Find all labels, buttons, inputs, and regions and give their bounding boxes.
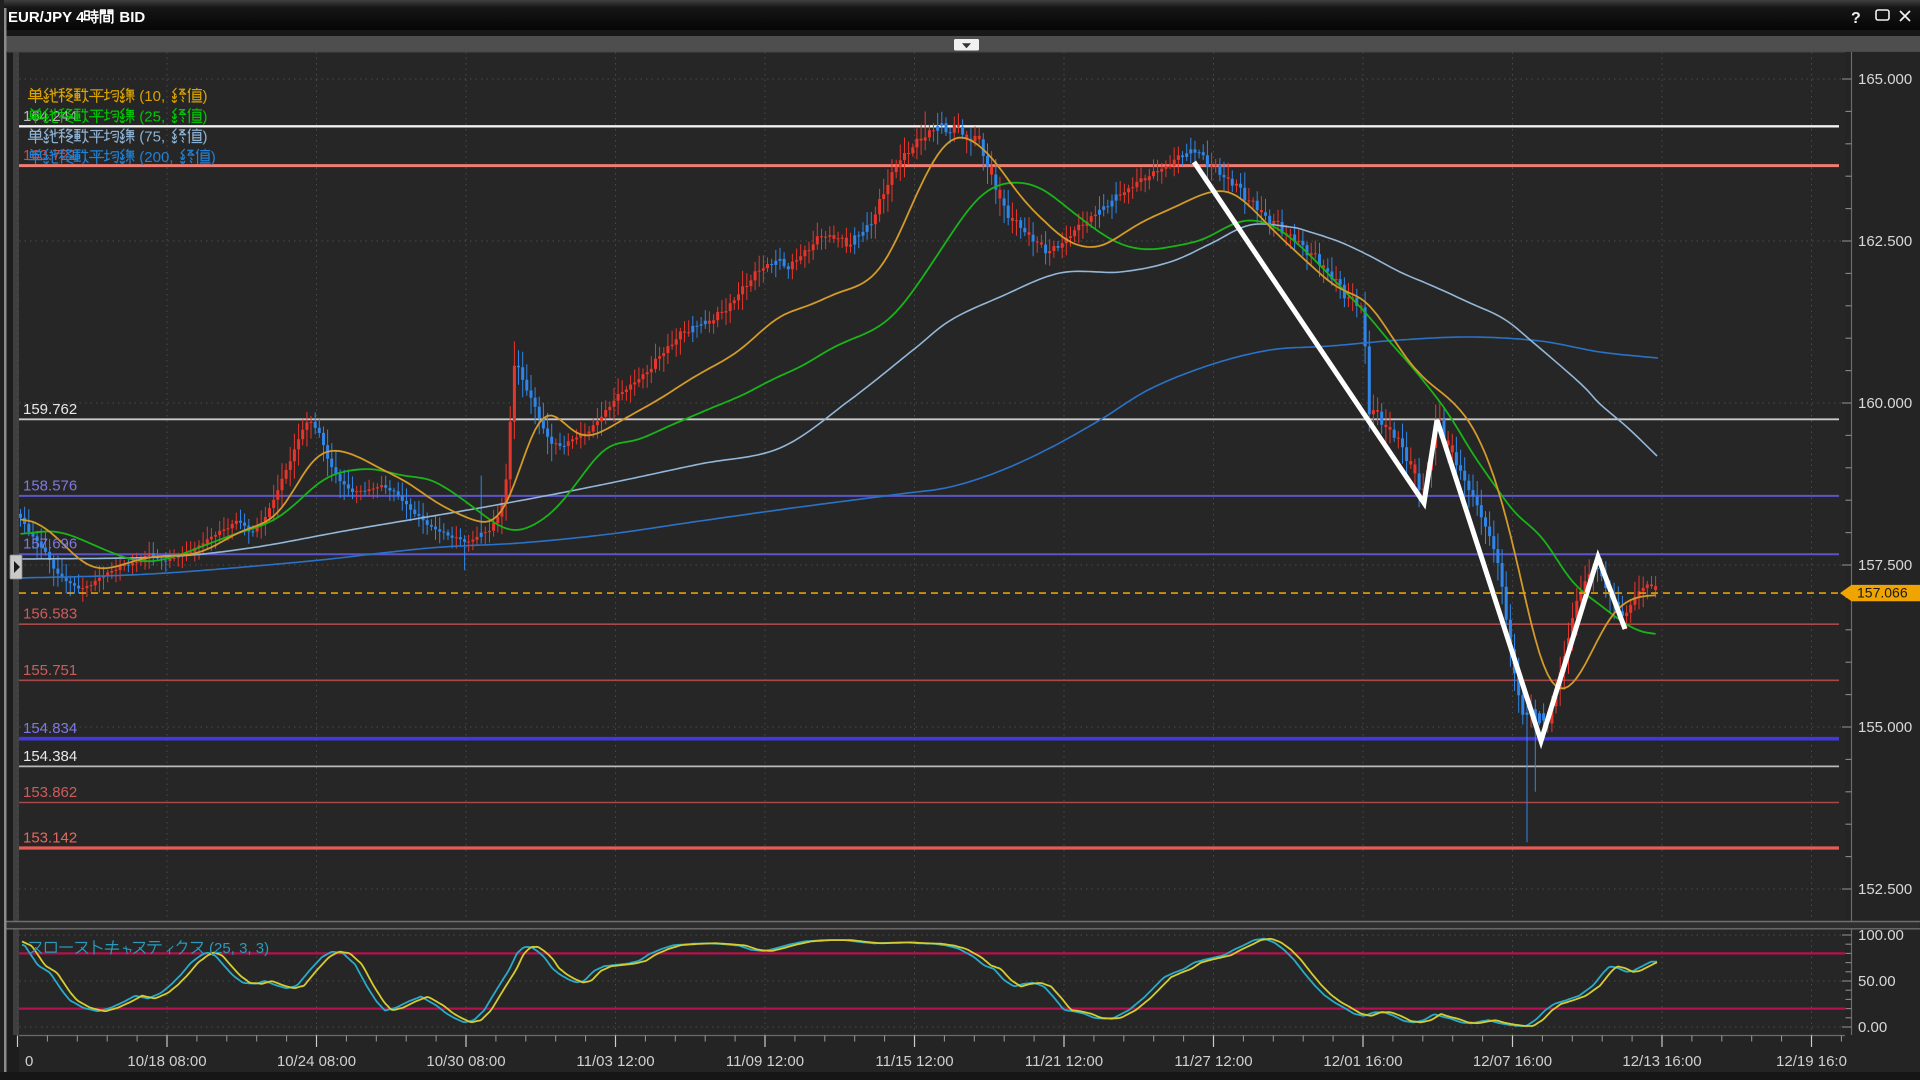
svg-text:12/07 16:00: 12/07 16:00	[1473, 1053, 1552, 1070]
svg-text:155.751: 155.751	[23, 662, 77, 679]
svg-text:11/03 12:00: 11/03 12:00	[576, 1053, 654, 1070]
svg-text:160.000: 160.000	[1858, 395, 1912, 412]
svg-text:?: ?	[1851, 10, 1861, 27]
svg-text:12/13 16:00: 12/13 16:00	[1622, 1053, 1701, 1070]
svg-text:): )	[203, 129, 208, 146]
svg-text:158.576: 158.576	[23, 477, 77, 494]
svg-text:10/30 08:00: 10/30 08:00	[426, 1053, 505, 1070]
svg-text:153.862: 153.862	[23, 784, 77, 801]
svg-text:155.000: 155.000	[1858, 719, 1912, 736]
svg-text:(25, 3, 3): (25, 3, 3)	[205, 940, 269, 957]
svg-text:159.762: 159.762	[23, 401, 77, 418]
svg-text:162.500: 162.500	[1858, 233, 1912, 250]
svg-text:156.583: 156.583	[23, 606, 77, 623]
svg-text:0.00: 0.00	[1858, 1019, 1887, 1036]
svg-text:10/24 08:00: 10/24 08:00	[277, 1053, 356, 1070]
svg-text:(200,: (200,	[135, 149, 178, 166]
svg-text:165.000: 165.000	[1858, 71, 1912, 88]
svg-text:): )	[203, 88, 208, 105]
svg-text:12/01 16:00: 12/01 16:00	[1323, 1053, 1402, 1070]
svg-text:(25,: (25,	[135, 108, 169, 125]
svg-text:(10,: (10,	[135, 88, 169, 105]
svg-text:153.142: 153.142	[23, 830, 77, 847]
svg-text:50.00: 50.00	[1858, 973, 1896, 990]
svg-text:10/18 08:00: 10/18 08:00	[127, 1053, 206, 1070]
svg-text:157.500: 157.500	[1858, 557, 1912, 574]
svg-text:11/27 12:00: 11/27 12:00	[1174, 1053, 1252, 1070]
svg-text:0: 0	[25, 1053, 33, 1070]
svg-text:EUR/JPY 4: EUR/JPY 4	[8, 9, 85, 26]
svg-text:11/09 12:00: 11/09 12:00	[726, 1053, 804, 1070]
svg-text:(75,: (75,	[135, 129, 169, 146]
svg-text:157.696: 157.696	[23, 536, 77, 553]
svg-text:11/15 12:00: 11/15 12:00	[875, 1053, 953, 1070]
svg-text:11/21 12:00: 11/21 12:00	[1025, 1053, 1103, 1070]
svg-text:): )	[211, 149, 216, 166]
svg-text:154.834: 154.834	[23, 720, 77, 737]
svg-text:100.00: 100.00	[1858, 927, 1904, 944]
svg-text:157.066: 157.066	[1857, 585, 1908, 601]
svg-text:12/19 16:0: 12/19 16:0	[1776, 1053, 1847, 1070]
svg-text:154.384: 154.384	[23, 748, 77, 765]
svg-text:): )	[203, 108, 208, 125]
svg-text:BID: BID	[119, 9, 145, 26]
svg-text:152.500: 152.500	[1858, 881, 1912, 898]
